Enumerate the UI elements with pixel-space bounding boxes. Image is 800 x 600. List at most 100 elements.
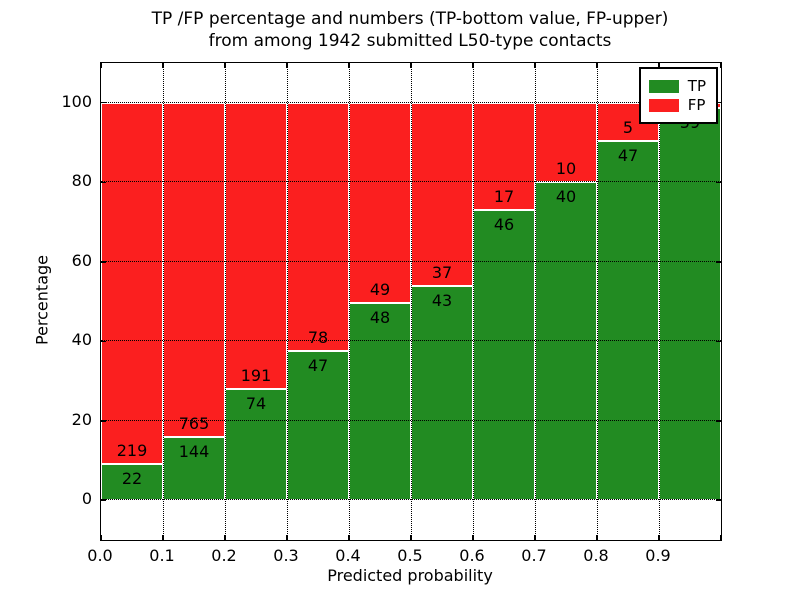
legend: TP FP [638,67,718,124]
y-tick-mark [101,261,106,263]
x-tick-mark [162,63,164,68]
x-tick-mark [720,535,722,540]
chart-title-line2: from among 1942 submitted L50-type conta… [208,31,612,51]
v-gridline [163,63,164,540]
y-tick-label: 60 [71,250,92,270]
fp-count-label: 5 [622,117,634,137]
bar-segment-fp [287,102,349,351]
v-gridline [411,63,412,540]
x-tick-mark [100,535,102,540]
fp-count-label: 765 [178,414,210,434]
x-tick-mark [348,535,350,540]
y-tick-mark [101,340,106,342]
y-tick-mark [716,340,721,342]
v-gridline [349,63,350,540]
tp-count-label: 144 [178,442,210,462]
fp-count-label: 37 [431,263,453,283]
x-tick-mark [658,63,660,68]
x-tick-mark [162,535,164,540]
tp-count-label: 43 [431,291,453,311]
bar-segment-tp [163,437,225,501]
fp-count-label: 78 [307,327,329,347]
tp-count-label: 46 [493,215,515,235]
x-tick-mark [224,535,226,540]
fp-legend-label: FP [687,96,706,114]
y-tick-mark [101,181,106,183]
chart-title-line1: TP /FP percentage and numbers (TP-bottom… [151,9,669,29]
fp-legend-swatch [648,98,679,112]
bar-segment-tp [287,350,349,501]
tp-count-label: 47 [307,355,329,375]
bar-segment-fp [349,102,411,304]
x-tick-mark [286,63,288,68]
x-tick-mark [658,535,660,540]
x-tick-mark [596,63,598,68]
plot-area: TP FP 219 22 765 144 191 74 78 47 49 48 37 43 17 46 10… [100,62,722,541]
y-tick-mark [716,499,721,501]
x-tick-label: 0.1 [149,546,175,565]
y-tick-mark [716,261,721,263]
y-tick-mark [716,101,721,104]
fp-count-label: 49 [369,280,391,300]
y-tick-mark [101,420,106,422]
x-tick-mark [596,535,598,540]
tp-count-label: 74 [245,394,267,414]
legend-item-fp: FP [648,96,706,114]
x-tick-label: 0.3 [273,546,299,565]
bar-segment-tp [411,286,473,501]
v-gridline [659,63,660,540]
x-tick-mark [224,63,226,68]
x-tick-label: 0.6 [459,546,485,565]
y-tick-label: 20 [71,409,92,429]
bar-segment-fp [101,102,163,465]
y-tick-label: 80 [71,171,92,191]
x-tick-label: 0.2 [211,546,237,565]
x-tick-mark [286,535,288,540]
v-gridline [287,63,288,540]
x-tick-label: 0.9 [645,546,671,565]
y-tick-mark [101,101,106,104]
bar-segment-tp [101,464,163,501]
bar-segment-tp [349,303,411,501]
x-tick-label: 0.8 [583,546,609,565]
fp-count-label: 219 [116,441,148,461]
v-gridline [535,63,536,540]
y-tick-mark [101,499,106,501]
x-tick-label: 0.7 [521,546,547,565]
x-tick-mark [348,63,350,68]
tp-legend-label: TP [687,77,706,95]
x-tick-label: 0.0 [87,546,113,565]
y-tick-label: 100 [61,91,92,111]
chart-title: TP /FP percentage and numbers (TP-bottom… [152,8,669,52]
bar-segment-fp [225,102,287,390]
x-tick-mark [100,63,102,68]
tp-count-label: 48 [369,308,391,328]
bar-segment-tp [659,107,721,501]
x-tick-mark [534,63,536,68]
x-tick-mark [472,535,474,540]
x-tick-mark [534,535,536,540]
x-axis-label: Predicted probability [327,566,493,585]
x-tick-label: 0.4 [335,546,361,565]
x-tick-mark [720,63,722,68]
bar-segment-fp [411,102,473,287]
x-tick-mark [472,63,474,68]
x-tick-mark [410,535,412,540]
x-tick-label: 0.5 [397,546,423,565]
x-tick-mark [410,63,412,68]
bar-segment-tp [473,210,535,501]
v-gridline [225,63,226,540]
y-tick-mark [716,181,721,183]
bar-segment-tp [597,140,659,501]
tp-legend-swatch [648,79,679,93]
tp-count-label: 47 [617,145,639,165]
tp-count-label: 22 [121,469,143,489]
v-gridline [473,63,474,540]
legend-item-tp: TP [648,77,706,95]
fp-count-label: 191 [240,366,272,386]
y-tick-label: 40 [71,330,92,350]
bar-segment-fp [163,102,225,438]
v-gridline [597,63,598,540]
y-tick-label: 0 [81,489,92,509]
